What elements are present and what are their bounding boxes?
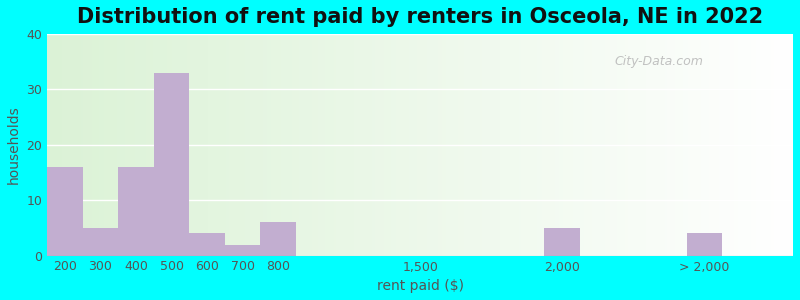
X-axis label: rent paid ($): rent paid ($) xyxy=(377,279,464,293)
Bar xyxy=(82,228,118,256)
Bar xyxy=(47,167,82,256)
Bar xyxy=(225,244,260,256)
Bar xyxy=(545,228,580,256)
Y-axis label: households: households xyxy=(7,106,21,184)
Bar xyxy=(686,233,722,256)
Text: City-Data.com: City-Data.com xyxy=(614,55,703,68)
Bar xyxy=(190,233,225,256)
Bar xyxy=(154,73,190,256)
Title: Distribution of rent paid by renters in Osceola, NE in 2022: Distribution of rent paid by renters in … xyxy=(77,7,763,27)
Bar xyxy=(118,167,154,256)
Bar xyxy=(260,222,296,256)
